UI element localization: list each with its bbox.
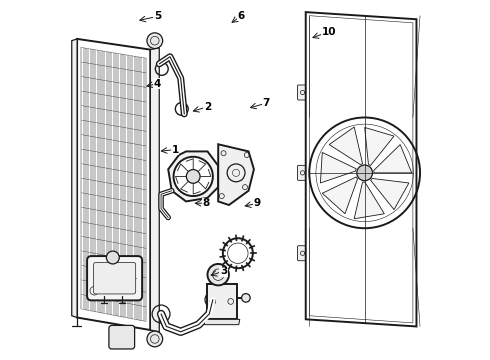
Text: 5: 5	[154, 12, 161, 21]
Polygon shape	[370, 179, 409, 210]
Polygon shape	[150, 48, 159, 332]
FancyBboxPatch shape	[94, 262, 136, 294]
Text: 10: 10	[322, 27, 336, 37]
Polygon shape	[354, 182, 384, 219]
Circle shape	[147, 33, 163, 49]
Polygon shape	[204, 319, 240, 325]
FancyBboxPatch shape	[297, 246, 308, 261]
Text: 8: 8	[202, 198, 209, 208]
Polygon shape	[207, 284, 237, 319]
Circle shape	[357, 165, 372, 181]
Circle shape	[147, 331, 163, 347]
FancyBboxPatch shape	[297, 165, 308, 180]
FancyBboxPatch shape	[109, 325, 135, 349]
Text: 1: 1	[172, 145, 179, 155]
FancyBboxPatch shape	[297, 85, 308, 100]
Polygon shape	[218, 144, 254, 205]
Circle shape	[207, 264, 229, 285]
Circle shape	[106, 251, 119, 264]
Polygon shape	[77, 39, 150, 330]
Text: 6: 6	[238, 11, 245, 21]
Circle shape	[186, 170, 200, 183]
Polygon shape	[168, 152, 218, 202]
Text: 2: 2	[204, 102, 211, 112]
Polygon shape	[72, 39, 77, 318]
Polygon shape	[329, 127, 363, 165]
Polygon shape	[306, 12, 416, 327]
Polygon shape	[322, 177, 358, 214]
Text: 4: 4	[154, 78, 161, 89]
Text: 7: 7	[263, 98, 270, 108]
Polygon shape	[320, 152, 356, 183]
Circle shape	[173, 157, 213, 196]
Polygon shape	[374, 145, 412, 173]
Polygon shape	[365, 127, 394, 166]
Text: 3: 3	[220, 266, 227, 276]
Circle shape	[242, 294, 250, 302]
Text: 9: 9	[254, 198, 261, 208]
FancyBboxPatch shape	[87, 256, 142, 300]
